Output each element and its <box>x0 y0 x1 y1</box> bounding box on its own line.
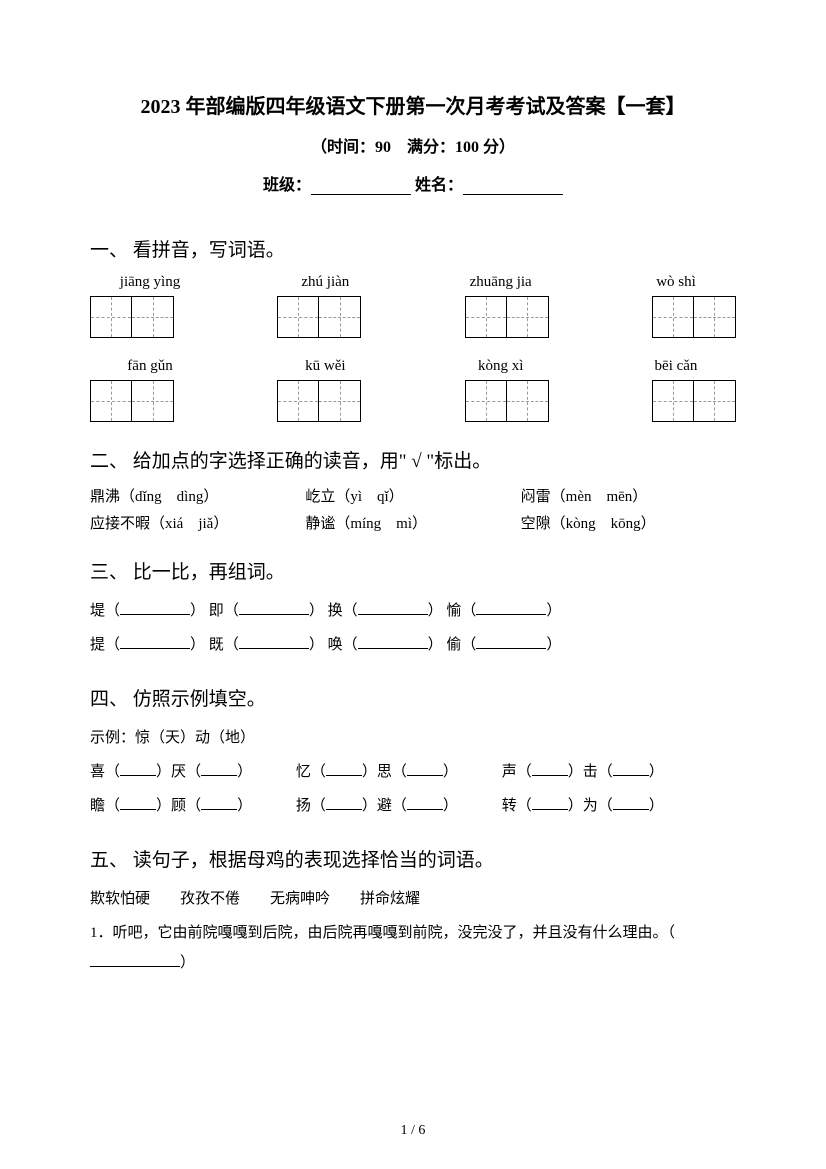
q3-char: 唤 <box>328 637 343 653</box>
class-label: 班级： <box>263 177 311 194</box>
q4-char: 转 <box>502 798 517 814</box>
q2-item: 闷雷（mèn mēn） <box>521 485 736 506</box>
blank[interactable] <box>613 809 649 810</box>
exam-title: 2023 年部编版四年级语文下册第一次月考考试及答案【一套】 <box>90 90 736 119</box>
blank[interactable] <box>201 809 237 810</box>
q3-row2: 提（） 既（） 唤（） 偷（） <box>90 630 736 660</box>
q2-item: 鼎沸（dǐng dìng） <box>90 485 305 506</box>
blank[interactable] <box>532 775 568 776</box>
blank[interactable] <box>120 648 190 649</box>
q4-row1: 喜（）厌（） 忆（）思（） 声（）击（） <box>90 757 736 787</box>
pinyin-item: kòng xì <box>441 358 561 375</box>
char-box[interactable] <box>652 296 736 338</box>
q4-example: 示例：惊（天）动（地） <box>90 723 736 753</box>
q4-char: 为 <box>583 798 598 814</box>
q4-char: 顾 <box>171 798 186 814</box>
blank[interactable] <box>239 614 309 615</box>
q3-char: 堤 <box>90 603 105 619</box>
blank[interactable] <box>407 809 443 810</box>
q2-item: 静谧（míng mì） <box>305 512 520 533</box>
q4-char: 忆 <box>296 764 311 780</box>
blank[interactable] <box>239 648 309 649</box>
q2-item: 应接不暇（xiá jiǎ） <box>90 512 305 533</box>
q5-title: 五、 读句子，根据母鸡的表现选择恰当的词语。 <box>90 845 736 872</box>
box-row-2 <box>90 380 736 422</box>
q3-char: 既 <box>209 637 224 653</box>
blank[interactable] <box>326 775 362 776</box>
blank[interactable] <box>613 775 649 776</box>
char-box[interactable] <box>465 380 549 422</box>
q3-char: 换 <box>328 603 343 619</box>
q4-char: 瞻 <box>90 798 105 814</box>
pinyin-row-1: jiāng yìng zhú jiàn zhuāng jia wò shì <box>90 274 736 291</box>
char-box[interactable] <box>652 380 736 422</box>
q3-char: 提 <box>90 637 105 653</box>
pinyin-item: kū wěi <box>265 358 385 375</box>
page-number: 1 / 6 <box>0 1123 826 1139</box>
blank[interactable] <box>120 809 156 810</box>
info-line: 班级： 姓名： <box>90 171 736 195</box>
q2-row: 应接不暇（xiá jiǎ） 静谧（míng mì） 空隙（kòng kōng） <box>90 512 736 533</box>
q2-item: 空隙（kòng kōng） <box>521 512 736 533</box>
blank[interactable] <box>358 648 428 649</box>
q4-char: 声 <box>502 764 517 780</box>
pinyin-row-2: fān gǔn kū wěi kòng xì bēi cǎn <box>90 358 736 375</box>
q3-title: 三、 比一比，再组词。 <box>90 557 736 584</box>
q2-row: 鼎沸（dǐng dìng） 屹立（yì qǐ） 闷雷（mèn mēn） <box>90 485 736 506</box>
q5-words: 欺软怕硬 孜孜不倦 无病呻吟 拼命炫耀 <box>90 884 736 914</box>
q4-title: 四、 仿照示例填空。 <box>90 684 736 711</box>
q4-char: 击 <box>583 764 598 780</box>
q2-title: 二、 给加点的字选择正确的读音，用" √ "标出。 <box>90 446 736 473</box>
blank[interactable] <box>120 775 156 776</box>
q5-item-text: 1．听吧，它由前院嘎嘎到后院，由后院再嘎嘎到前院，没完没了，并且没有什么理由。（ <box>90 925 675 941</box>
name-label: 姓名： <box>415 177 463 194</box>
q4-char: 扬 <box>296 798 311 814</box>
blank[interactable] <box>476 614 546 615</box>
exam-subtitle: （时间：90 满分：100 分） <box>90 133 736 157</box>
pinyin-item: zhuāng jia <box>441 274 561 291</box>
class-blank[interactable] <box>311 194 411 195</box>
q4-char: 厌 <box>171 764 186 780</box>
box-row-1 <box>90 296 736 338</box>
blank[interactable] <box>407 775 443 776</box>
char-box[interactable] <box>277 296 361 338</box>
q4-row2: 瞻（）顾（） 扬（）避（） 转（）为（） <box>90 791 736 821</box>
pinyin-item: bēi cǎn <box>616 358 736 375</box>
blank[interactable] <box>201 775 237 776</box>
pinyin-item: wò shì <box>616 274 736 291</box>
q3-char: 偷 <box>446 637 461 653</box>
blank[interactable] <box>476 648 546 649</box>
name-blank[interactable] <box>463 194 563 195</box>
q3-char: 愉 <box>446 603 461 619</box>
q2-item: 屹立（yì qǐ） <box>305 485 520 506</box>
q3-row1: 堤（） 即（） 换（） 愉（） <box>90 596 736 626</box>
q4-char: 避 <box>377 798 392 814</box>
pinyin-item: zhú jiàn <box>265 274 385 291</box>
char-box[interactable] <box>465 296 549 338</box>
q4-char: 喜 <box>90 764 105 780</box>
blank[interactable] <box>532 809 568 810</box>
q4-char: 思 <box>377 764 392 780</box>
q5-item1: 1．听吧，它由前院嘎嘎到后院，由后院再嘎嘎到前院，没完没了，并且没有什么理由。（… <box>90 918 736 978</box>
blank[interactable] <box>90 966 180 967</box>
pinyin-item: fān gǔn <box>90 358 210 375</box>
blank[interactable] <box>358 614 428 615</box>
q1-title: 一、 看拼音，写词语。 <box>90 235 736 262</box>
blank[interactable] <box>326 809 362 810</box>
q3-char: 即 <box>209 603 224 619</box>
char-box[interactable] <box>90 296 174 338</box>
pinyin-item: jiāng yìng <box>90 274 210 291</box>
blank[interactable] <box>120 614 190 615</box>
char-box[interactable] <box>277 380 361 422</box>
char-box[interactable] <box>90 380 174 422</box>
